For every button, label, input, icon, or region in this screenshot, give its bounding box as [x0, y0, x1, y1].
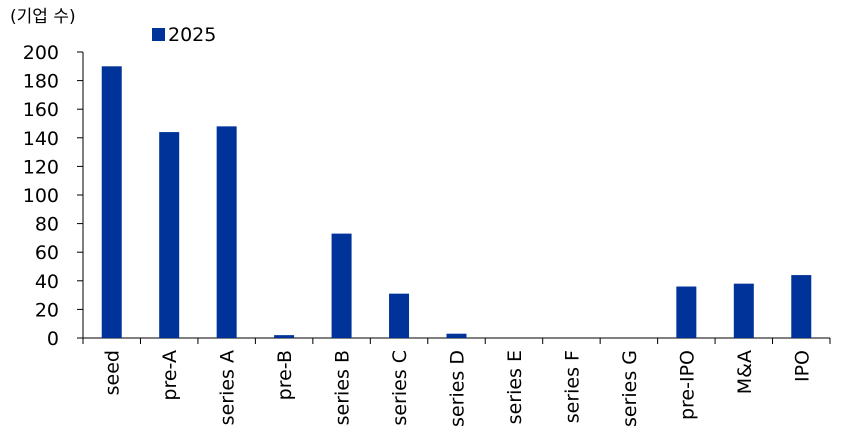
x-tick-label: series F: [561, 350, 583, 423]
x-tick-label: series G: [619, 350, 641, 427]
bar: [159, 132, 180, 338]
y-tick-label: 200: [23, 42, 59, 64]
y-tick-label: 140: [23, 128, 59, 150]
bar: [216, 126, 237, 338]
x-tick-label: M&A: [734, 350, 756, 394]
x-tick-label: series A: [217, 350, 239, 425]
legend-label: 2025: [168, 24, 216, 46]
bar: [791, 275, 812, 338]
y-tick-label: 20: [35, 299, 59, 321]
x-tick-label: series C: [389, 350, 411, 426]
legend: 2025: [152, 24, 216, 46]
y-tick-label: 0: [47, 328, 59, 350]
x-tick-label: pre-B: [274, 350, 296, 400]
bar: [331, 233, 352, 338]
bar: [676, 286, 697, 338]
x-tick-label: pre-IPO: [676, 350, 698, 420]
bar: [389, 293, 410, 338]
bar: [733, 283, 754, 338]
y-tick-label: 80: [35, 214, 59, 236]
y-tick-label: 180: [23, 71, 59, 93]
legend-swatch: [152, 28, 165, 41]
x-axis: seed pre-A series A pre-B series B series C se…: [82, 337, 831, 427]
x-tick-label: series D: [447, 350, 469, 427]
y-tick-label: 60: [35, 242, 59, 264]
y-tick-label: 40: [35, 271, 59, 293]
y-axis: 0 20 40 60 80 100 120 140 160 180 200: [23, 42, 84, 350]
x-tick-label: series B: [332, 350, 354, 425]
bar: [274, 335, 295, 338]
x-tick-label: series E: [504, 350, 526, 424]
bar: [101, 66, 122, 339]
x-tick-label: pre-A: [159, 350, 181, 401]
bars: [101, 66, 812, 339]
y-tick-label: 160: [23, 99, 59, 121]
x-tick-label: IPO: [791, 350, 813, 382]
x-tick-label: seed: [102, 350, 124, 395]
y-tick-label: 120: [23, 156, 59, 178]
y-axis-unit-label: (기업 수): [10, 7, 76, 27]
y-tick-label: 100: [23, 185, 59, 207]
bar: [446, 333, 467, 338]
